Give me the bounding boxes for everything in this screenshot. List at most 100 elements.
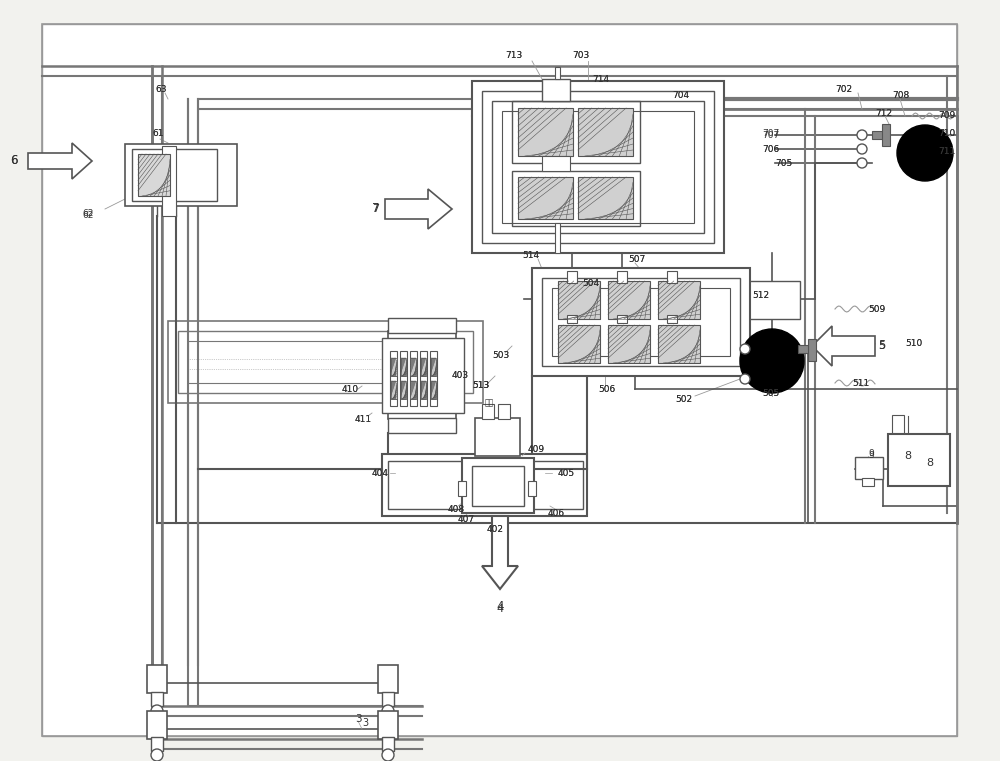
Text: 710: 710 — [938, 129, 955, 138]
Text: 3: 3 — [362, 718, 368, 728]
Bar — [151, 692, 163, 706]
Bar — [552, 288, 730, 356]
Bar — [462, 458, 534, 513]
Text: 63: 63 — [155, 84, 166, 94]
Bar — [147, 711, 167, 739]
Bar — [188, 341, 463, 383]
Text: 62: 62 — [82, 209, 93, 218]
Text: 61: 61 — [152, 129, 164, 138]
Bar — [518, 108, 573, 156]
Bar — [518, 177, 573, 219]
Bar — [410, 358, 416, 376]
Bar — [498, 404, 510, 419]
Text: 404: 404 — [372, 469, 389, 477]
Text: 708: 708 — [892, 91, 909, 100]
Text: 505: 505 — [762, 389, 779, 397]
Text: 4: 4 — [496, 604, 504, 614]
Text: 504: 504 — [582, 279, 599, 288]
Text: 707: 707 — [762, 129, 779, 138]
Text: 709: 709 — [938, 112, 955, 120]
Text: 404: 404 — [372, 469, 389, 477]
Text: 407: 407 — [458, 514, 475, 524]
Bar — [892, 415, 904, 433]
Bar — [178, 331, 473, 393]
Bar — [567, 315, 577, 323]
Text: 408: 408 — [448, 505, 465, 514]
Text: 706: 706 — [762, 145, 779, 154]
Text: 403: 403 — [452, 371, 469, 380]
Bar — [578, 177, 633, 219]
Text: 702: 702 — [835, 84, 852, 94]
Polygon shape — [385, 189, 452, 229]
Text: 8: 8 — [904, 451, 912, 461]
Bar — [388, 318, 456, 333]
Text: 62: 62 — [82, 212, 93, 221]
Text: 708: 708 — [892, 91, 909, 100]
Bar — [512, 101, 640, 163]
Bar — [512, 171, 640, 226]
Text: 402: 402 — [486, 524, 504, 533]
Bar — [132, 149, 177, 201]
Bar — [430, 358, 436, 376]
Text: 513: 513 — [472, 381, 489, 390]
Bar — [475, 418, 520, 456]
Bar — [382, 338, 464, 413]
Bar — [378, 665, 398, 693]
Text: 513: 513 — [472, 381, 489, 390]
Text: 63: 63 — [155, 84, 166, 94]
Text: 406: 406 — [548, 508, 565, 517]
Text: 507: 507 — [628, 254, 645, 263]
Bar — [542, 156, 570, 171]
Bar — [862, 478, 874, 486]
Text: 704: 704 — [672, 91, 689, 100]
Bar — [798, 345, 813, 353]
Bar — [872, 131, 887, 139]
Circle shape — [857, 130, 867, 140]
Text: 510: 510 — [905, 339, 922, 348]
Bar — [617, 315, 627, 323]
Bar — [578, 108, 633, 156]
Text: 405: 405 — [558, 469, 575, 477]
Bar — [472, 81, 724, 253]
Text: 702: 702 — [835, 84, 852, 94]
Text: 712: 712 — [875, 109, 892, 117]
Bar — [528, 481, 536, 496]
Text: 710: 710 — [938, 129, 955, 138]
Bar — [151, 737, 163, 751]
Circle shape — [151, 705, 163, 717]
Circle shape — [897, 125, 953, 181]
Bar — [168, 321, 483, 403]
Text: 409: 409 — [528, 444, 545, 454]
Text: 706: 706 — [762, 145, 779, 154]
Circle shape — [740, 329, 804, 393]
Text: 704: 704 — [672, 91, 689, 100]
Bar — [748, 281, 800, 319]
Text: 407: 407 — [458, 514, 475, 524]
Circle shape — [740, 344, 750, 354]
Text: 406: 406 — [548, 508, 565, 517]
Text: 8: 8 — [926, 458, 934, 468]
Circle shape — [857, 158, 867, 168]
Bar — [658, 325, 700, 363]
Text: 703: 703 — [572, 52, 589, 61]
Bar — [430, 381, 436, 399]
Bar — [532, 268, 750, 376]
Text: 6: 6 — [10, 154, 18, 167]
Text: 503: 503 — [492, 352, 509, 361]
Bar — [400, 351, 407, 406]
Text: 3: 3 — [355, 714, 362, 724]
Text: 408: 408 — [448, 505, 465, 514]
Text: 410: 410 — [342, 384, 359, 393]
Circle shape — [857, 144, 867, 154]
Bar — [567, 271, 577, 283]
Text: 7: 7 — [372, 202, 380, 215]
Bar — [888, 434, 950, 486]
Text: 502: 502 — [675, 394, 692, 403]
Text: 6: 6 — [10, 154, 18, 167]
Bar — [608, 325, 650, 363]
Text: 509: 509 — [868, 304, 885, 314]
Bar — [458, 481, 466, 496]
Bar — [855, 457, 883, 479]
Text: 指令: 指令 — [485, 399, 494, 407]
Bar — [420, 358, 426, 376]
